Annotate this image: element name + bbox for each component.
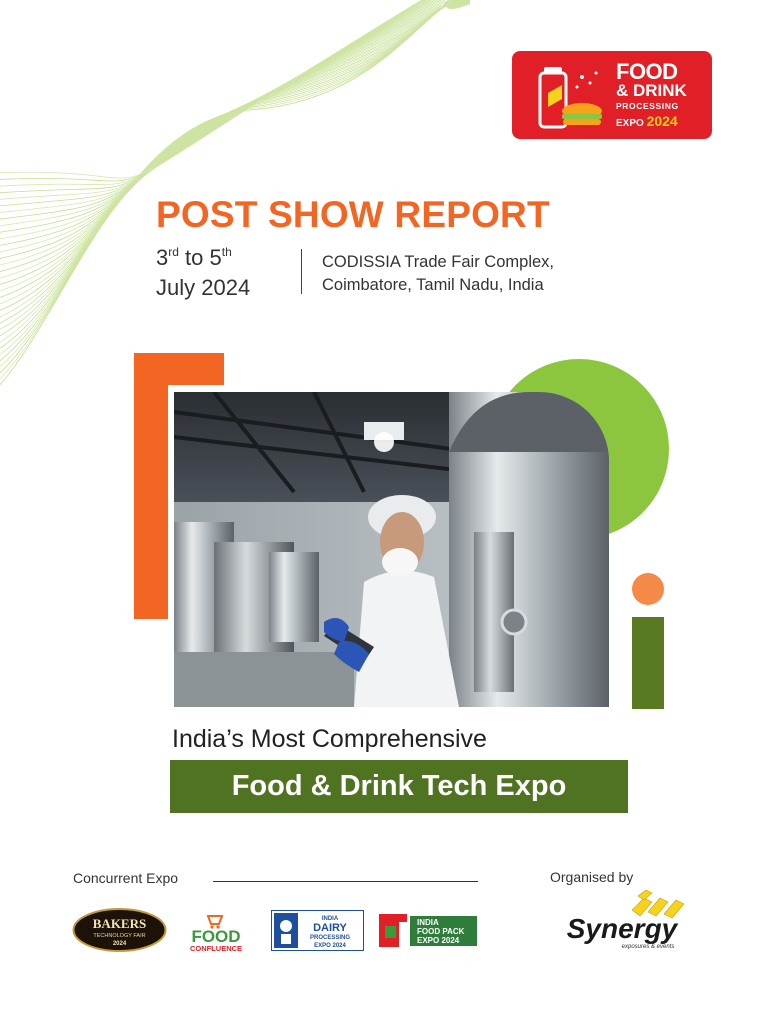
- india-food-pack-expo-logo: INDIA FOOD PACK EXPO 2024: [377, 910, 479, 951]
- concurrent-divider: [213, 881, 478, 882]
- svg-text:CONFLUENCE: CONFLUENCE: [190, 944, 242, 953]
- wave-line: [0, 0, 471, 213]
- orange-accent-dot: [632, 573, 664, 605]
- wave-line: [0, 0, 471, 179]
- wave-line: [0, 0, 454, 374]
- orange-accent-bar: [134, 353, 168, 619]
- event-logo-processing: PROCESSING: [616, 101, 679, 111]
- wave-line: [0, 0, 465, 272]
- tagline: India’s Most Comprehensive: [172, 725, 487, 753]
- tagline-box: Food & Drink Tech Expo: [170, 760, 628, 813]
- organised-by-label: Organised by: [550, 869, 634, 885]
- event-logo-drink: & DRINK: [616, 81, 687, 100]
- svg-text:Synergy: Synergy: [567, 913, 679, 944]
- date-venue-divider: [301, 249, 302, 294]
- event-month-year: July 2024: [156, 275, 251, 300]
- wave-line: [0, 0, 471, 194]
- decorative-wave-lines: [0, 0, 471, 386]
- report-title: POST SHOW REPORT: [156, 194, 550, 235]
- wave-line: [0, 0, 455, 355]
- svg-text:INDIA: INDIA: [417, 918, 439, 927]
- synergy-organiser-logo: Synergy exposures & events: [567, 889, 685, 950]
- event-logo-food: FOOD: [616, 59, 678, 84]
- event-logo: FOOD & DRINK PROCESSING EXPO 2024: [512, 51, 712, 139]
- orange-accent-bar-top: [134, 353, 224, 385]
- wave-line: [0, 0, 471, 182]
- green-accent-bar: [632, 617, 664, 709]
- event-dates: 3rd to 5th July 2024: [156, 243, 250, 303]
- svg-text:BAKERS: BAKERS: [93, 916, 146, 931]
- india-dairy-processing-expo-logo: INDIA DAIRY PROCESSING EXPO 2024: [271, 910, 364, 951]
- svg-text:EXPO 2024: EXPO 2024: [314, 943, 346, 949]
- svg-text:PROCESSING: PROCESSING: [310, 935, 350, 941]
- svg-text:exposures & events: exposures & events: [622, 944, 675, 950]
- bakers-technology-fair-logo: BAKERS TECHNOLOGY FAIR 2024: [72, 908, 167, 952]
- svg-text:2024: 2024: [113, 941, 127, 947]
- food-confluence-logo: FOOD CONFLUENCE: [190, 915, 242, 953]
- svg-text:FOOD PACK: FOOD PACK: [417, 927, 465, 936]
- event-logo-expo: EXPO 2024: [616, 113, 678, 129]
- svg-text:TECHNOLOGY FAIR: TECHNOLOGY FAIR: [93, 933, 145, 939]
- svg-text:INDIA: INDIA: [322, 916, 339, 922]
- svg-text:DAIRY: DAIRY: [313, 922, 347, 934]
- svg-text:EXPO 2024: EXPO 2024: [417, 936, 460, 945]
- svg-text:FOOD: FOOD: [191, 927, 240, 946]
- hero-photo: [174, 392, 609, 707]
- can-burger-icon: [538, 67, 602, 129]
- event-venue: CODISSIA Trade Fair Complex, Coimbatore,…: [322, 253, 554, 294]
- wave-line: [0, 0, 455, 368]
- concurrent-expo-label: Concurrent Expo: [73, 870, 179, 886]
